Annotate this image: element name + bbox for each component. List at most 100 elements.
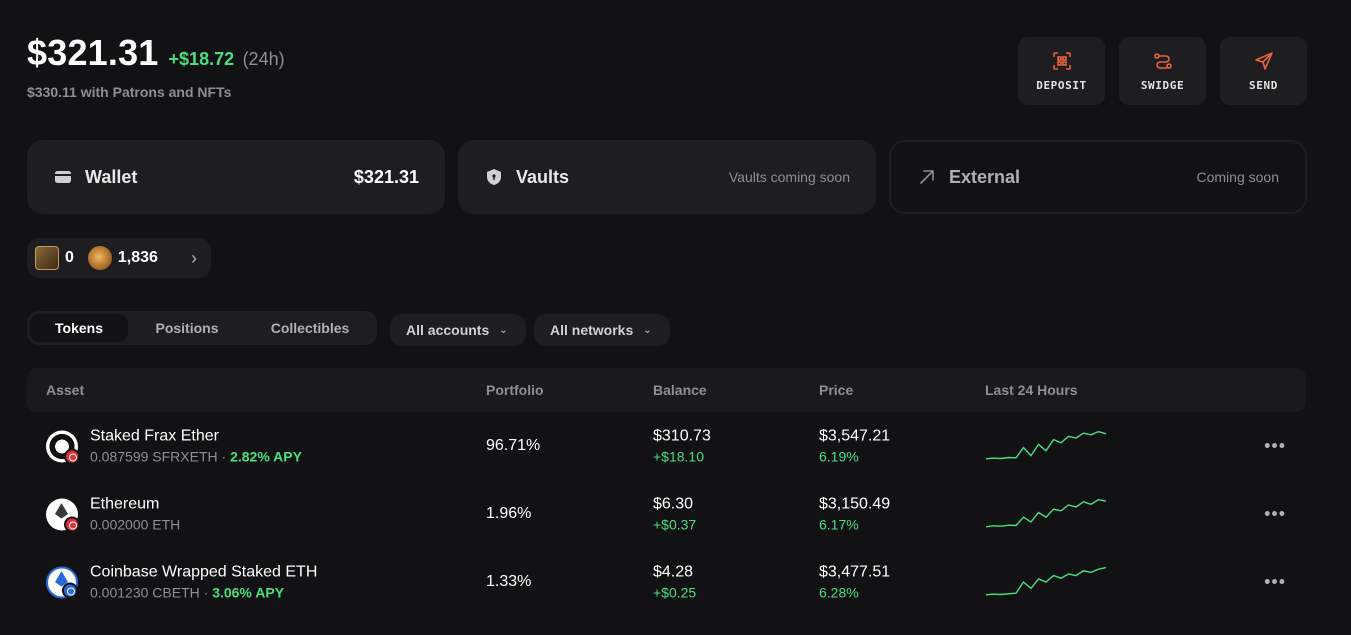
send-icon [1254,51,1273,70]
asset-name: Staked Frax Ether [90,427,219,445]
vaults-status: Vaults coming soon [728,169,850,185]
balance-change: +$18.10 [653,448,704,465]
asset-amount: 0.001230 CBETH [90,584,200,601]
balance-value: $6.30 [653,495,694,513]
asset-cell: Ethereum 0.002000 ETH [46,496,180,533]
wallet-value: $321.31 [353,166,419,187]
more-options-icon[interactable]: ••• [1264,571,1286,592]
rewards-summary[interactable]: 0 1,836 › [27,238,211,278]
header-price: Price [819,382,854,398]
accounts-filter-label: All accounts [406,322,490,338]
asset-amount-line: 0.002000 ETH [90,517,180,533]
balance-value: $4.28 [653,563,694,581]
chevron-right-icon: › [191,247,197,268]
patron-nft-icon [35,246,59,270]
vaults-card[interactable]: Vaults Vaults coming soon [458,140,876,214]
patron-count: 0 [65,249,74,266]
tab-collectibles[interactable]: Collectibles [270,320,350,336]
balance-cell: $4.28 +$0.25 [653,564,696,601]
balance-value: $310.73 [653,427,711,445]
price-change: 6.28% [819,584,859,601]
points-token-icon [87,246,112,270]
delta-24h: +$18.72 [168,49,235,69]
wallet-card[interactable]: Wallet $321.31 [27,140,445,214]
external-status: Coming soon [1196,169,1280,185]
asset-separator: · [217,448,231,465]
balance-cell: $6.30 +$0.37 [653,496,696,533]
token-table: Asset Portfolio Balance Price Last 24 Ho… [27,368,1306,616]
total-row: $321.31 +$18.72 (24h) [27,32,285,74]
portfolio-share: 96.71% [486,437,541,454]
wallet-icon [55,171,71,183]
sparkline-path [985,498,1107,528]
more-options-icon[interactable]: ••• [1264,435,1286,456]
deposit-button[interactable]: DEPOSIT [1018,37,1105,105]
asset-amount: 0.087599 SFRXETH [90,448,218,465]
vaults-title: Vaults [516,166,570,187]
price-change: 6.17% [819,516,859,533]
asset-amount: 0.002000 ETH [90,516,181,533]
price-cell: $3,477.51 6.28% [819,564,890,601]
header-portfolio: Portfolio [486,382,544,398]
portfolio-share: 1.33% [486,573,532,590]
more-options-icon[interactable]: ••• [1264,503,1286,524]
action-buttons: DEPOSIT SWIDGE SEND [1018,37,1307,105]
balance-change: +$0.25 [653,584,697,601]
asset-name: Coinbase Wrapped Staked ETH [90,563,318,581]
asset-cell: Coinbase Wrapped Staked ETH 0.001230 CBE… [46,564,317,601]
external-card[interactable]: External Coming soon [889,140,1307,214]
portfolio-share: 1.96% [486,505,532,522]
price-value: $3,150.49 [819,495,891,513]
asset-apy: 2.82% APY [230,448,302,465]
chevron-down-icon: ⌄ [643,324,652,336]
total-balance: $321.31 [27,32,159,73]
points-count: 1,836 [117,249,158,266]
portfolio-header: $321.31 +$18.72 (24h) $330.11 with Patro… [27,32,285,100]
table-row[interactable]: Ethereum 0.002000 ETH 1.96% $6.30 +$0.37… [27,480,1306,548]
tab-positions[interactable]: Positions [155,320,219,336]
table-row[interactable]: Staked Frax Ether 0.087599 SFRXETH · 2.8… [27,412,1306,480]
network-badge-icon [64,516,80,532]
sparkline [985,566,1107,596]
table-header: Asset Portfolio Balance Price Last 24 Ho… [27,368,1306,412]
account-cards: Wallet $321.31 Vaults Vaults coming soon… [27,140,1307,214]
header-last-24h: Last 24 Hours [985,382,1078,398]
sparkline-path [985,566,1107,596]
asset-cell: Staked Frax Ether 0.087599 SFRXETH · 2.8… [46,428,302,465]
header-balance: Balance [653,382,707,398]
asset-amount-line: 0.001230 CBETH · 3.06% APY [90,585,317,601]
network-badge-icon [62,582,78,598]
wallet-title: Wallet [85,166,138,187]
sfrxeth-logo-icon [46,430,80,464]
price-cell: $3,150.49 6.17% [819,496,890,533]
chevron-down-icon: ⌄ [499,324,508,336]
sub-total: $330.11 with Patrons and NFTs [27,84,232,100]
price-change: 6.19% [819,448,859,465]
asset-separator: · [199,584,213,601]
network-badge-icon [64,448,80,464]
send-label: SEND [1249,78,1278,92]
networks-filter-label: All networks [550,322,634,338]
swidge-button[interactable]: SWIDGE [1119,37,1206,105]
send-button[interactable]: SEND [1220,37,1307,105]
networks-filter[interactable]: All networks ⌄ [534,314,670,346]
asset-amount-line: 0.087599 SFRXETH · 2.82% APY [90,449,302,465]
swap-route-icon [1153,52,1172,69]
balance-cell: $310.73 +$18.10 [653,428,711,465]
asset-name: Ethereum [90,495,160,513]
external-title: External [949,166,1021,187]
sparkline [985,498,1107,528]
price-value: $3,547.21 [819,427,891,445]
header-asset: Asset [46,382,85,398]
balance-change: +$0.37 [653,516,697,533]
cbeth-logo-icon [46,566,78,598]
accounts-filter[interactable]: All accounts ⌄ [390,314,526,346]
asset-apy: 3.06% APY [212,584,285,601]
shield-icon [487,169,501,185]
sparkline [985,430,1107,460]
price-value: $3,477.51 [819,563,891,581]
tab-tokens[interactable]: Tokens [30,314,128,342]
table-row[interactable]: Coinbase Wrapped Staked ETH 0.001230 CBE… [27,548,1306,616]
price-cell: $3,547.21 6.19% [819,428,890,465]
eth-logo-icon [46,498,80,532]
